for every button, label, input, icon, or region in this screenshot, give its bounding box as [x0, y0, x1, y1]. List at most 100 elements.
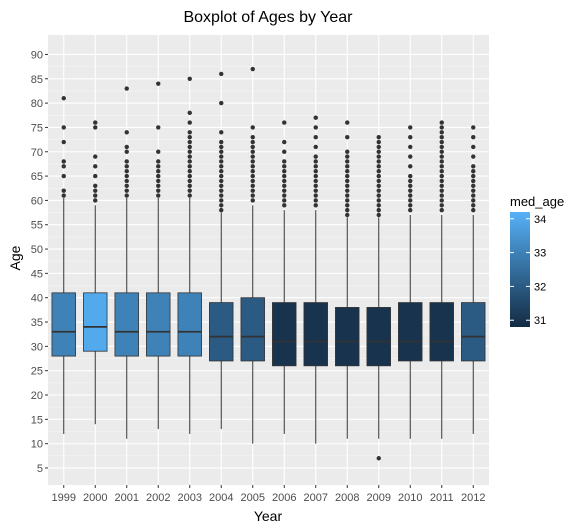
outlier-point	[345, 193, 350, 198]
outlier-point	[219, 100, 224, 106]
y-tick-label: 15	[31, 414, 43, 426]
outlier-point	[376, 149, 381, 154]
outlier-point	[313, 203, 318, 208]
outlier-point	[124, 183, 129, 189]
outlier-point	[313, 193, 318, 198]
outlier-point	[439, 139, 444, 145]
x-tick-label: 2004	[209, 492, 233, 504]
outlier-point	[61, 96, 66, 101]
outlier-point	[187, 164, 192, 169]
outlier-point	[439, 149, 444, 154]
x-tick-label: 2002	[146, 492, 170, 504]
outlier-point	[187, 193, 192, 198]
box-2002	[146, 81, 171, 430]
outlier-point	[250, 66, 255, 72]
outlier-point	[250, 149, 255, 154]
outlier-point	[376, 183, 381, 189]
outlier-point	[313, 198, 318, 203]
outlier-point	[471, 183, 476, 189]
outlier-point	[376, 198, 381, 203]
plot-panel	[48, 35, 489, 485]
outlier-point	[156, 178, 161, 184]
outlier-point	[345, 198, 350, 203]
outlier-point	[282, 164, 287, 169]
box-2003	[177, 76, 202, 434]
outlier-point	[408, 154, 413, 159]
x-tick-label: 2000	[83, 492, 107, 504]
outlier-point	[187, 159, 192, 164]
outlier-point	[250, 198, 255, 203]
box-2004	[209, 71, 234, 430]
outlier-point	[250, 144, 255, 150]
y-tick-label: 90	[31, 49, 43, 61]
outlier-point	[376, 169, 381, 174]
outlier-point	[187, 188, 192, 193]
outlier-point	[471, 169, 476, 174]
y-tick-label: 5	[37, 463, 43, 475]
x-tick-label: 2009	[367, 492, 391, 504]
panel-background	[48, 35, 489, 485]
outlier-point	[439, 144, 444, 150]
y-tick-label: 50	[31, 244, 43, 256]
outlier-point	[156, 193, 161, 198]
y-axis-title: Age	[7, 245, 23, 270]
outlier-point	[156, 125, 161, 130]
outlier-point	[439, 198, 444, 203]
outlier-point	[439, 134, 444, 140]
x-axis-ticks: 1999 2000 2001 2002 2003 2004 2005 2006 2007 2008…	[52, 485, 485, 504]
outlier-point	[93, 120, 98, 125]
outlier-point	[439, 193, 444, 198]
outlier-point	[93, 188, 98, 193]
box-body	[114, 292, 139, 357]
outlier-point	[345, 164, 350, 169]
outlier-point	[439, 125, 444, 130]
box-body	[83, 292, 108, 352]
outlier-point	[439, 183, 444, 189]
box-body	[429, 302, 454, 362]
outlier-point	[282, 149, 287, 154]
outlier-point	[250, 159, 255, 164]
y-tick-label: 25	[31, 366, 43, 378]
outlier-point	[61, 173, 66, 179]
outlier-point	[187, 154, 192, 159]
outlier-point	[471, 134, 476, 140]
outlier-point	[124, 86, 129, 91]
outlier-point	[313, 164, 318, 169]
outlier-point	[282, 139, 287, 145]
outlier-point	[376, 212, 381, 218]
outlier-point	[408, 198, 413, 203]
box-series	[51, 66, 486, 461]
outlier-point	[345, 207, 350, 213]
outlier-point	[439, 188, 444, 193]
outlier-point	[439, 164, 444, 169]
outlier-point	[61, 139, 66, 145]
box-2012	[461, 125, 486, 434]
outlier-point	[124, 193, 129, 198]
outlier-point	[250, 164, 255, 169]
outlier-point	[250, 188, 255, 193]
outlier-point	[282, 178, 287, 184]
outlier-point	[250, 139, 255, 145]
outlier-point	[156, 149, 161, 154]
outlier-point	[219, 207, 224, 213]
x-tick-label: 2005	[241, 492, 265, 504]
outlier-point	[313, 173, 318, 179]
outlier-point	[376, 188, 381, 193]
outlier-point	[345, 173, 350, 179]
outlier-point	[376, 159, 381, 164]
outlier-point	[408, 178, 413, 184]
outlier-point	[61, 164, 66, 169]
outlier-point	[345, 169, 350, 174]
outlier-point	[282, 159, 287, 164]
x-tick-label: 2008	[335, 492, 359, 504]
x-tick-label: 1999	[52, 492, 76, 504]
outlier-point	[313, 169, 318, 174]
legend-colorbar	[510, 212, 530, 327]
box-body	[272, 302, 297, 367]
y-tick-label: 75	[31, 122, 43, 134]
outlier-point	[313, 144, 318, 150]
y-axis-ticks: 5 10 15 20 25 30 35 40 45 50 55 60 65 70 75 80 85 90	[31, 49, 48, 475]
outlier-point	[93, 164, 98, 169]
outlier-point	[124, 130, 129, 135]
outlier-point	[156, 169, 161, 174]
